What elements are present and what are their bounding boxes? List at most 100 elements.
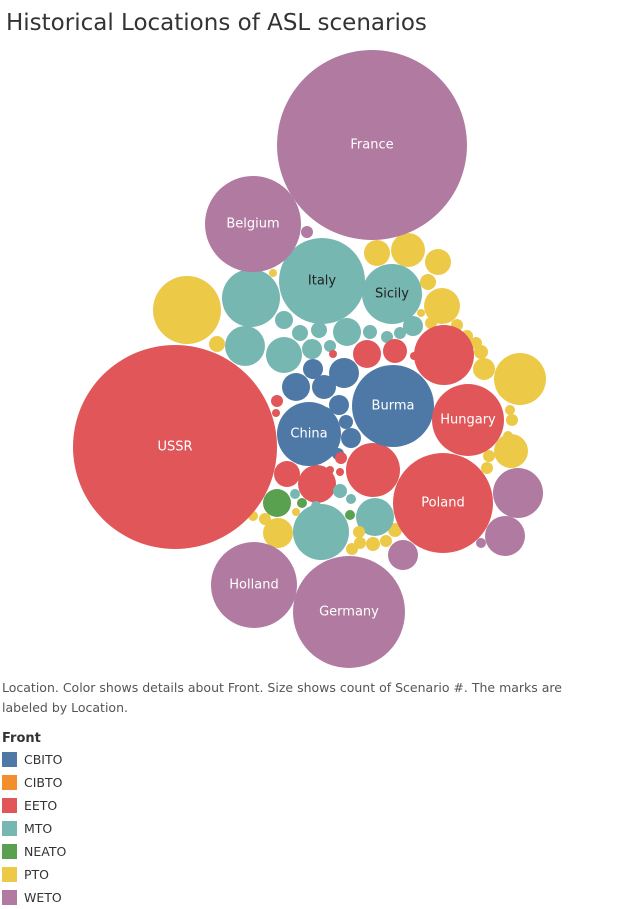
bubble-belgium[interactable] bbox=[205, 176, 301, 272]
bubble-pto[interactable] bbox=[424, 288, 460, 324]
bubble-pto[interactable] bbox=[417, 309, 425, 317]
bubble-pto[interactable] bbox=[494, 434, 528, 468]
bubble-pto[interactable] bbox=[494, 353, 546, 405]
bubble-mto[interactable] bbox=[363, 325, 377, 339]
legend-item-pto[interactable]: PTO bbox=[2, 863, 66, 886]
bubble-pto[interactable] bbox=[483, 450, 495, 462]
bubble-italy[interactable] bbox=[279, 238, 365, 324]
bubble-mto[interactable] bbox=[293, 504, 349, 560]
bubble-poland[interactable] bbox=[393, 453, 493, 553]
chart-caption: Location. Color shows details about Fron… bbox=[2, 680, 562, 715]
legend-label: PTO bbox=[24, 867, 50, 882]
bubble-pto[interactable] bbox=[269, 269, 277, 277]
bubble-weto[interactable] bbox=[493, 468, 543, 518]
bubble-mto[interactable] bbox=[302, 339, 322, 359]
bubble-pto[interactable] bbox=[153, 276, 221, 344]
legend-swatch bbox=[2, 890, 17, 905]
bubble-mto[interactable] bbox=[333, 484, 347, 498]
legend-item-cbito[interactable]: CBITO bbox=[2, 748, 66, 771]
bubble-pto[interactable] bbox=[473, 358, 495, 380]
bubble-eeto[interactable] bbox=[335, 452, 347, 464]
bubble-cbito[interactable] bbox=[282, 373, 310, 401]
bubble-neato[interactable] bbox=[263, 489, 291, 517]
bubble-holland[interactable] bbox=[211, 542, 297, 628]
bubble-cbito[interactable] bbox=[312, 375, 336, 399]
bubble-neato[interactable] bbox=[345, 510, 355, 520]
bubble-pto[interactable] bbox=[391, 233, 425, 267]
bubble-pto[interactable] bbox=[380, 535, 392, 547]
bubble-label-france: France bbox=[350, 138, 393, 153]
bubble-cbito[interactable] bbox=[329, 358, 359, 388]
legend-item-cibto[interactable]: CIBTO bbox=[2, 771, 66, 794]
bubble-pto[interactable] bbox=[506, 414, 518, 426]
bubble-mto[interactable] bbox=[394, 327, 406, 339]
bubble-mto[interactable] bbox=[311, 322, 327, 338]
bubble-eeto[interactable] bbox=[346, 443, 400, 497]
bubble-pto[interactable] bbox=[292, 508, 300, 516]
bubble-mto[interactable] bbox=[225, 326, 265, 366]
bubble-ussr[interactable] bbox=[73, 345, 277, 549]
bubble-mto[interactable] bbox=[346, 494, 356, 504]
bubble-mto[interactable] bbox=[324, 340, 336, 352]
bubble-pto[interactable] bbox=[353, 526, 365, 538]
bubble-weto[interactable] bbox=[388, 540, 418, 570]
legend-item-eeto[interactable]: EETO bbox=[2, 794, 66, 817]
bubble-eeto[interactable] bbox=[274, 461, 300, 487]
bubble-pto[interactable] bbox=[346, 543, 358, 555]
bubble-eeto[interactable] bbox=[383, 339, 407, 363]
bubble-mto[interactable] bbox=[333, 318, 361, 346]
bubble-eeto[interactable] bbox=[271, 395, 283, 407]
bubble-weto[interactable] bbox=[485, 516, 525, 556]
bubble-germany[interactable] bbox=[293, 556, 405, 668]
legend-item-neato[interactable]: NEATO bbox=[2, 840, 66, 863]
bubble-label-burma: Burma bbox=[372, 399, 415, 414]
bubble-mto[interactable] bbox=[222, 269, 280, 327]
legend-label: EETO bbox=[24, 798, 58, 813]
bubble-france[interactable] bbox=[277, 50, 467, 240]
bubble-pto[interactable] bbox=[366, 537, 380, 551]
legend-label: WETO bbox=[24, 890, 62, 905]
bubble-eeto[interactable] bbox=[336, 468, 344, 476]
legend-label: CBITO bbox=[24, 752, 63, 767]
bubble-pto[interactable] bbox=[505, 405, 515, 415]
bubble-eeto[interactable] bbox=[326, 466, 334, 474]
legend-item-mto[interactable]: MTO bbox=[2, 817, 66, 840]
bubble-cbito[interactable] bbox=[341, 428, 361, 448]
bubble-eeto[interactable] bbox=[329, 350, 337, 358]
bubble-weto[interactable] bbox=[301, 226, 313, 238]
bubble-pto[interactable] bbox=[474, 345, 488, 359]
bubble-hungary[interactable] bbox=[432, 384, 504, 456]
bubble-cbito[interactable] bbox=[339, 415, 353, 429]
bubble-pto[interactable] bbox=[481, 462, 493, 474]
legend-swatch bbox=[2, 752, 17, 767]
bubble-pto[interactable] bbox=[263, 518, 293, 548]
bubble-pto[interactable] bbox=[420, 274, 436, 290]
bubble-mto[interactable] bbox=[292, 325, 308, 341]
bubble-eeto[interactable] bbox=[272, 409, 280, 417]
legend-item-weto[interactable]: WETO bbox=[2, 886, 66, 909]
legend-label: CIBTO bbox=[24, 775, 63, 790]
bubble-pto[interactable] bbox=[388, 523, 402, 537]
bubble-cbito[interactable] bbox=[303, 359, 323, 379]
bubble-mto[interactable] bbox=[266, 337, 302, 373]
bubble-cbito[interactable] bbox=[329, 395, 349, 415]
bubble-burma[interactable] bbox=[352, 365, 434, 447]
bubble-eeto[interactable] bbox=[298, 465, 336, 503]
bubble-pto[interactable] bbox=[209, 336, 225, 352]
bubble-sicily[interactable] bbox=[362, 264, 422, 324]
bubble-eeto[interactable] bbox=[353, 340, 381, 368]
bubble-neato[interactable] bbox=[297, 498, 307, 508]
legend: Front CBITO CIBTO EETO MTO NEATO PTO WET… bbox=[2, 731, 66, 909]
bubble-mto[interactable] bbox=[356, 498, 394, 536]
bubble-pto[interactable] bbox=[364, 240, 390, 266]
bubble-pto[interactable] bbox=[425, 317, 437, 329]
bubble-eeto[interactable] bbox=[414, 325, 474, 385]
bubble-mto[interactable] bbox=[290, 489, 300, 499]
bubble-mto[interactable] bbox=[403, 316, 423, 336]
bubble-label-poland: Poland bbox=[421, 496, 464, 511]
bubble-pto[interactable] bbox=[425, 249, 451, 275]
bubble-china[interactable] bbox=[277, 402, 341, 466]
bubble-weto[interactable] bbox=[476, 538, 486, 548]
bubble-mto[interactable] bbox=[275, 311, 293, 329]
bubble-mto[interactable] bbox=[381, 331, 393, 343]
